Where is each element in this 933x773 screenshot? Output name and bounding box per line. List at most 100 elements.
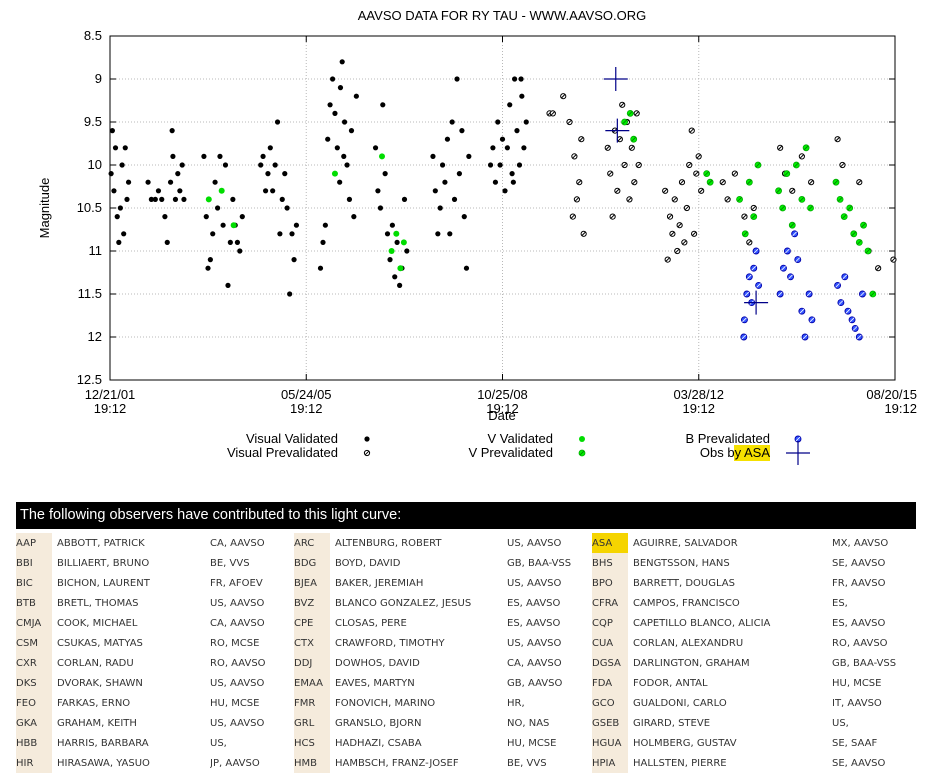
data-point: [330, 76, 336, 82]
data-point: [437, 205, 443, 211]
data-point: [605, 118, 630, 143]
data-point: [320, 239, 326, 245]
observer-location: US, AAVSO: [210, 717, 265, 729]
observer-name: CRAWFORD, TIMOTHY: [335, 637, 445, 649]
x-tick-label-time: 19:12: [290, 401, 323, 416]
observer-name: DOWHOS, DAVID: [335, 657, 420, 669]
data-point: [745, 178, 753, 186]
data-point: [578, 136, 585, 143]
observer-location: US, AAVSO: [507, 537, 562, 549]
data-point: [750, 264, 758, 272]
data-point: [122, 145, 128, 151]
data-point: [783, 247, 791, 255]
data-point: [260, 153, 266, 159]
observer-location: HU, MCSE: [210, 697, 260, 709]
observer-code: HCS: [294, 733, 330, 753]
data-point: [549, 110, 556, 117]
data-point: [351, 214, 357, 220]
legend-marker: [786, 441, 810, 465]
data-point: [776, 290, 784, 298]
data-point: [337, 85, 344, 91]
data-point: [277, 231, 283, 237]
data-point: [459, 128, 465, 134]
observer-location: SE, SAAF: [832, 737, 878, 749]
x-axis-label: Date: [488, 408, 515, 423]
observer-code: CXR: [16, 653, 52, 673]
observer-location: ES, AAVSO: [832, 617, 886, 629]
data-point: [783, 170, 791, 178]
observer-location: CA, AAVSO: [210, 617, 265, 629]
y-tick-label: 12.5: [77, 372, 102, 387]
observer-name: CAMPOS, FRANCISCO: [633, 597, 740, 609]
observer-location: FR, AAVSO: [832, 577, 886, 589]
data-point: [282, 171, 288, 177]
observer-code: DDJ: [294, 653, 330, 673]
observer-code: BIC: [16, 573, 52, 593]
x-tick-label-date: 03/28/12: [673, 387, 724, 402]
data-point: [227, 239, 233, 245]
observer-code: ASA: [592, 533, 628, 553]
data-point: [787, 273, 794, 281]
data-point: [341, 119, 348, 125]
data-point: [155, 188, 162, 194]
x-tick-label-date: 08/20/15: [866, 387, 917, 402]
data-point: [635, 161, 642, 169]
data-point: [864, 247, 872, 255]
y-tick-label: 9.5: [84, 114, 102, 129]
data-point: [841, 273, 849, 281]
data-point: [490, 145, 496, 151]
observer-code: FMR: [294, 693, 330, 713]
data-point: [121, 231, 127, 237]
data-point: [743, 290, 751, 298]
data-point: [463, 265, 470, 271]
observers-header: The following observers have contributed…: [16, 502, 916, 529]
observer-location: US, AAVSO: [210, 597, 265, 609]
data-point: [741, 230, 749, 238]
data-point: [169, 128, 175, 134]
legend-label: B Prevalidated: [685, 431, 770, 446]
observers-panel: The following observers have contributed…: [16, 502, 916, 773]
data-point: [844, 307, 852, 315]
observer-code: BDG: [294, 553, 330, 573]
observer-name: BICHON, LAURENT: [57, 577, 150, 589]
data-point: [755, 281, 763, 289]
observer-name: ALTENBURG, ROBERT: [335, 537, 442, 549]
data-point: [237, 248, 243, 254]
data-point: [372, 145, 379, 151]
data-point: [215, 205, 221, 211]
data-point: [111, 188, 117, 194]
observer-location: US,: [832, 717, 849, 729]
data-point: [397, 265, 404, 272]
data-point: [327, 102, 333, 108]
data-point: [792, 161, 800, 169]
observer-code: CUA: [592, 633, 628, 653]
legend-marker: [364, 436, 370, 442]
data-point: [205, 265, 211, 271]
data-point: [604, 144, 611, 151]
data-point: [626, 110, 634, 117]
data-point: [808, 179, 815, 186]
y-tick-label: 10.5: [77, 200, 102, 215]
data-point: [674, 247, 681, 255]
data-point: [234, 239, 241, 245]
data-point: [125, 179, 132, 185]
data-point: [740, 316, 748, 324]
y-tick-label: 10: [88, 157, 102, 172]
observer-code: BPO: [592, 573, 628, 593]
data-point: [834, 281, 842, 289]
data-point: [869, 290, 877, 298]
data-point: [621, 161, 628, 169]
data-point: [603, 67, 628, 91]
observer-name: BRETL, THOMAS: [57, 597, 139, 609]
data-point: [789, 187, 796, 194]
data-point: [346, 196, 353, 202]
observer-name: BILLIAERT, BRUNO: [57, 557, 150, 569]
x-axis-ticks: 12/21/0119:1205/24/0519:1210/25/0819:120…: [85, 36, 917, 416]
data-point: [860, 221, 867, 229]
observer-code: CFRA: [592, 593, 628, 613]
data-point: [695, 153, 702, 160]
observer-location: US, AAVSO: [507, 577, 562, 589]
data-point: [230, 222, 237, 229]
data-point: [607, 170, 614, 177]
